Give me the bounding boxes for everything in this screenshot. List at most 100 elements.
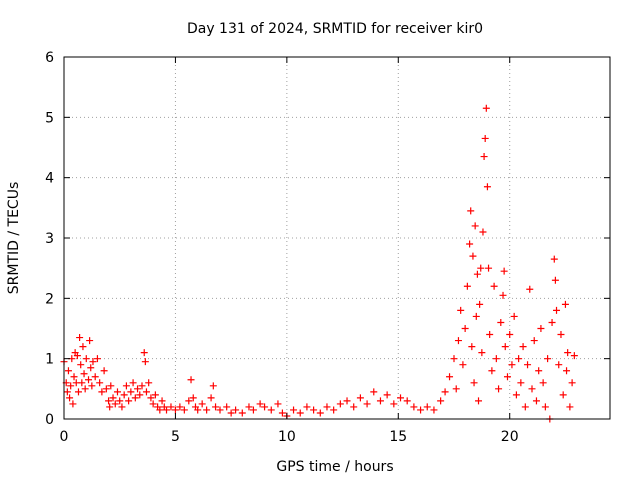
- data-point: [102, 385, 110, 393]
- data-point: [430, 406, 438, 414]
- data-point: [410, 403, 418, 411]
- data-point: [212, 403, 220, 411]
- data-point: [476, 300, 484, 308]
- data-point: [125, 397, 133, 405]
- data-point: [116, 397, 124, 405]
- data-point: [89, 358, 97, 366]
- data-point: [310, 406, 318, 414]
- data-point: [76, 334, 84, 342]
- data-point: [290, 406, 298, 414]
- data-point: [508, 361, 516, 369]
- data-point: [127, 388, 135, 396]
- data-point: [539, 379, 547, 387]
- data-point: [463, 282, 471, 290]
- data-point: [526, 285, 534, 293]
- data-point: [296, 409, 304, 417]
- data-point: [330, 406, 338, 414]
- data-point: [82, 355, 90, 363]
- data-point: [563, 367, 571, 375]
- data-point: [216, 406, 224, 414]
- data-point: [207, 394, 215, 402]
- y-tick-label: 4: [45, 171, 54, 187]
- data-point: [441, 388, 449, 396]
- data-point: [134, 385, 142, 393]
- data-point: [471, 222, 479, 230]
- x-tick-label: 5: [171, 429, 180, 445]
- data-point: [537, 325, 545, 332]
- data-point: [553, 306, 561, 314]
- chart-title: Day 131 of 2024, SRMTID for receiver kir…: [187, 21, 483, 37]
- data-point: [499, 291, 507, 299]
- data-point: [336, 400, 344, 408]
- data-point: [232, 406, 240, 414]
- data-point: [548, 318, 556, 326]
- data-point: [503, 373, 511, 381]
- y-tick-label: 5: [45, 110, 54, 126]
- data-point: [566, 403, 574, 411]
- data-point: [383, 391, 391, 399]
- data-point: [98, 388, 106, 396]
- y-tick-label: 3: [45, 231, 54, 247]
- y-tick-label: 0: [45, 412, 54, 428]
- data-point: [452, 385, 460, 393]
- data-point: [111, 400, 119, 408]
- data-point: [303, 403, 311, 411]
- data-point: [167, 403, 175, 411]
- data-point: [238, 409, 246, 417]
- data-point: [156, 406, 164, 414]
- data-point: [535, 367, 543, 375]
- data-point: [480, 153, 488, 161]
- x-axis-label: GPS time / hours: [276, 459, 393, 475]
- data-point: [86, 337, 94, 345]
- data-point: [555, 361, 563, 369]
- data-point: [118, 403, 126, 411]
- data-point: [145, 379, 153, 387]
- data-point: [515, 355, 523, 363]
- data-point: [521, 403, 529, 411]
- data-point: [482, 104, 490, 112]
- data-point: [77, 361, 85, 369]
- data-point: [105, 397, 113, 405]
- data-point: [129, 379, 137, 387]
- data-point: [187, 376, 195, 384]
- data-point: [158, 397, 166, 405]
- data-point: [390, 400, 398, 408]
- data-point: [73, 352, 81, 360]
- data-point: [88, 382, 96, 390]
- data-point: [519, 343, 527, 351]
- data-point: [467, 207, 475, 215]
- data-point: [492, 355, 500, 363]
- x-tick-label: 10: [278, 429, 296, 445]
- data-point: [568, 379, 576, 387]
- data-point: [457, 306, 465, 314]
- y-tick-label: 2: [45, 291, 54, 307]
- data-point: [550, 255, 558, 263]
- x-tick-label: 0: [60, 429, 69, 445]
- data-point: [483, 183, 491, 191]
- data-point: [122, 382, 130, 390]
- data-point: [131, 394, 139, 402]
- data-point: [501, 343, 509, 351]
- data-point: [198, 400, 206, 408]
- data-point: [176, 403, 184, 411]
- data-point: [469, 252, 477, 260]
- data-point: [559, 391, 567, 399]
- data-point: [113, 388, 121, 396]
- data-point: [149, 400, 157, 408]
- data-point: [267, 406, 275, 414]
- data-point: [497, 318, 505, 326]
- data-point: [79, 343, 87, 351]
- data-point: [454, 337, 462, 345]
- data-point: [87, 364, 95, 372]
- data-point: [450, 355, 458, 363]
- data-point: [350, 403, 358, 411]
- data-point: [85, 376, 93, 384]
- data-point: [557, 331, 565, 339]
- grid: [64, 57, 610, 419]
- data-point: [209, 382, 217, 390]
- data-point: [530, 337, 538, 345]
- data-point: [70, 373, 78, 381]
- data-point: [470, 379, 478, 387]
- y-tick-label: 6: [45, 50, 54, 66]
